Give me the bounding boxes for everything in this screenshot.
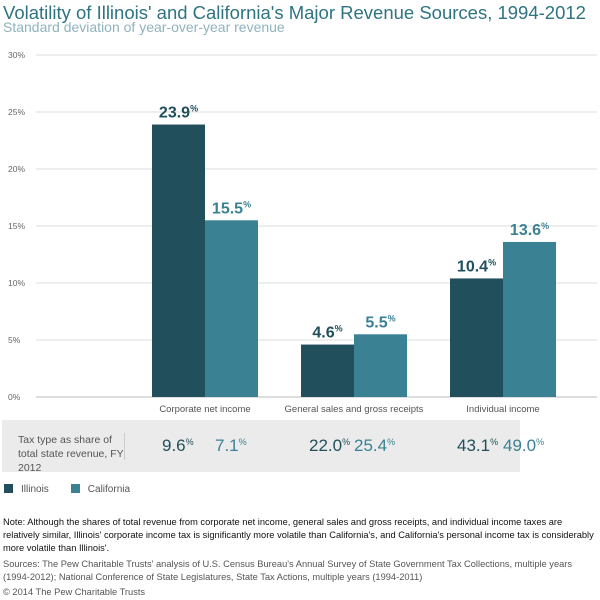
- divider: [124, 433, 125, 460]
- y-tick-label: 25%: [8, 107, 25, 117]
- x-tick-label: Corporate net income: [159, 404, 250, 415]
- share-il-sales: 22.0%: [309, 436, 351, 455]
- y-tick-label: 10%: [8, 278, 25, 288]
- y-tick-label: 30%: [8, 50, 25, 60]
- share-il-corporate: 9.6%: [162, 436, 194, 455]
- legend-swatch: [70, 484, 80, 493]
- share-ca-individual: 49.0%: [503, 436, 545, 455]
- x-tick-label: General sales and gross receipts: [285, 404, 424, 415]
- data-label: 10.4%: [457, 257, 496, 275]
- bar-california: [205, 220, 258, 397]
- legend: Illinois California: [4, 484, 130, 495]
- share-ca-corporate: 7.1%: [215, 436, 247, 455]
- copyright: © 2014 The Pew Charitable Trusts: [3, 587, 146, 597]
- legend-item-illinois: Illinois: [4, 484, 49, 495]
- data-label: 5.5%: [365, 313, 395, 331]
- legend-swatch: [4, 484, 13, 493]
- bar-california: [354, 334, 407, 397]
- chart-title: Volatility of Illinois' and California's…: [3, 2, 586, 23]
- share-il-individual: 43.1%: [457, 436, 499, 455]
- note: Note: Although the shares of total reven…: [3, 517, 594, 553]
- bar-chart: 0% 5% 10% 15% 20% 25% 30% 23.9% 15.5% Corporate n…: [8, 50, 597, 415]
- data-label: 4.6%: [312, 324, 342, 342]
- y-tick-label: 20%: [8, 164, 25, 174]
- y-tick-label: 15%: [8, 221, 25, 231]
- table-label: Tax type as share of total state revenue…: [18, 434, 124, 474]
- x-tick-label: Individual income: [466, 404, 539, 415]
- y-tick-label: 0%: [8, 392, 21, 402]
- bar-california: [503, 241, 556, 397]
- data-label: 23.9%: [159, 104, 198, 122]
- chart-subtitle: Standard deviation of year-over-year rev…: [3, 19, 285, 35]
- bar-illinois: [301, 344, 354, 397]
- share-ca-sales: 25.4%: [354, 436, 396, 455]
- sources: Sources: The Pew Charitable Trusts' anal…: [3, 559, 573, 582]
- bar-illinois: [450, 278, 503, 397]
- legend-item-california: California: [70, 484, 130, 495]
- data-label: 13.6%: [510, 221, 549, 239]
- revenue-share-table: Tax type as share of total state revenue…: [2, 420, 544, 474]
- bar-illinois: [152, 124, 205, 397]
- y-tick-label: 5%: [8, 335, 21, 345]
- data-label: 15.5%: [212, 199, 251, 217]
